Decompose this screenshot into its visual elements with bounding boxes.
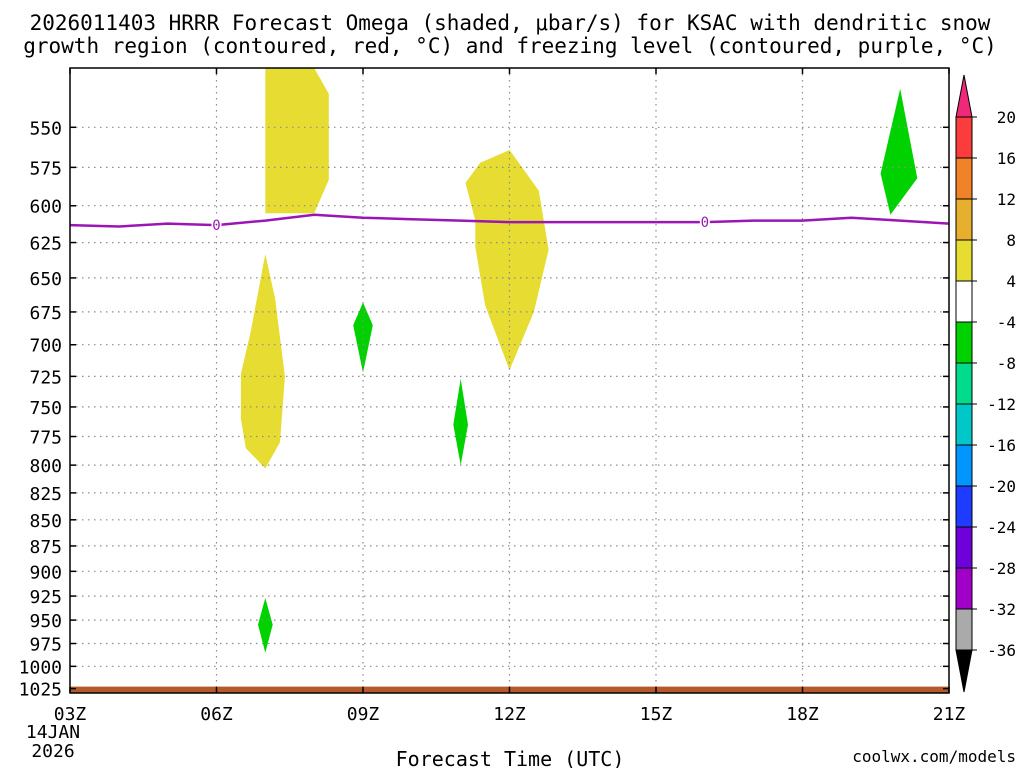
x-tick-label: 06Z bbox=[200, 704, 233, 725]
colorbar-segment bbox=[955, 526, 973, 569]
colorbar-label: 20 bbox=[997, 108, 1016, 127]
colorbar-label: -4 bbox=[997, 313, 1016, 332]
colorbar-label: -28 bbox=[987, 559, 1016, 578]
colorbar-label: 8 bbox=[1006, 231, 1016, 250]
colorbar-segment bbox=[955, 116, 973, 159]
colorbar-segment bbox=[955, 157, 973, 200]
x-tick-label: 21Z bbox=[933, 704, 966, 725]
x-tick-label: 09Z bbox=[347, 704, 380, 725]
colorbar-label: -8 bbox=[997, 354, 1016, 373]
chart-title-line-2: growth region (contoured, red, °C) and f… bbox=[23, 34, 997, 58]
y-tick-label: 600 bbox=[29, 197, 62, 218]
y-tick-label: 800 bbox=[29, 456, 62, 477]
freezing-label-bg bbox=[699, 214, 710, 231]
colorbar-under-arrow bbox=[955, 649, 973, 693]
omega-region-5 bbox=[453, 378, 468, 466]
x-tick-label: 12Z bbox=[493, 704, 526, 725]
colorbar-segment bbox=[955, 239, 973, 282]
y-tick-label: 825 bbox=[29, 484, 62, 505]
colorbar-label: -20 bbox=[987, 477, 1016, 496]
y-tick-label: 975 bbox=[29, 635, 62, 656]
colorbar-segment bbox=[955, 444, 973, 487]
colorbar-label: 16 bbox=[997, 149, 1016, 168]
freezing-level-label: 0 bbox=[212, 218, 220, 234]
x-date-label-year: 2026 bbox=[31, 741, 74, 762]
y-axis-ticks: 550 575 600 625 650 675 700 725 750 775 800 825 850 8… bbox=[19, 118, 949, 701]
omega-region-2 bbox=[465, 150, 549, 371]
x-axis-title: Forecast Time (UTC) bbox=[396, 747, 625, 768]
x-date-label-day: 14JAN bbox=[26, 722, 80, 743]
omega-region-6 bbox=[258, 598, 273, 653]
colorbar-label: -16 bbox=[987, 436, 1016, 455]
y-tick-label: 1025 bbox=[19, 680, 62, 701]
colorbar-segment bbox=[955, 403, 973, 446]
colorbar-label: 4 bbox=[1006, 272, 1016, 291]
y-tick-label: 725 bbox=[29, 367, 62, 388]
colorbar: -36 -32 -28 -24 -20 -16 -12 -8 -4 4 8 12 16 20 bbox=[955, 74, 1016, 693]
colorbar-label: -24 bbox=[987, 518, 1016, 537]
freezing-level-label: 0 bbox=[701, 215, 709, 231]
colorbar-label: -36 bbox=[987, 641, 1016, 660]
colorbar-segment bbox=[955, 608, 973, 651]
x-tick-label: 15Z bbox=[640, 704, 673, 725]
omega-shading bbox=[240, 68, 918, 653]
y-tick-label: 650 bbox=[29, 269, 62, 290]
colorbar-segment bbox=[955, 321, 973, 364]
y-tick-label: 625 bbox=[29, 234, 62, 255]
y-tick-label: 575 bbox=[29, 158, 62, 179]
y-tick-label: 1000 bbox=[19, 657, 62, 678]
colorbar-label: 12 bbox=[997, 190, 1016, 209]
y-tick-label: 775 bbox=[29, 428, 62, 449]
y-tick-label: 550 bbox=[29, 118, 62, 139]
x-tick-label: 18Z bbox=[786, 704, 819, 725]
colorbar-segment bbox=[955, 362, 973, 405]
colorbar-segment bbox=[955, 485, 973, 528]
colorbar-segment bbox=[955, 567, 973, 610]
colorbar-over-arrow bbox=[955, 74, 973, 118]
x-axis-ticks: 03Z 06Z 09Z 12Z 15Z 18Z 21Z bbox=[54, 68, 966, 725]
y-tick-label: 750 bbox=[29, 398, 62, 419]
credit-link[interactable]: coolwx.com/models bbox=[852, 747, 1016, 766]
omega-region-4 bbox=[353, 302, 373, 373]
freezing-label-bg bbox=[211, 217, 222, 234]
colorbar-segment bbox=[955, 280, 973, 323]
omega-region-1 bbox=[265, 68, 329, 214]
omega-region-3 bbox=[240, 254, 285, 469]
y-tick-label: 900 bbox=[29, 562, 62, 583]
y-tick-label: 925 bbox=[29, 587, 62, 608]
chart-title-line-1: 2026011403 HRRR Forecast Omega (shaded, … bbox=[30, 11, 991, 35]
colorbar-label: -12 bbox=[987, 395, 1016, 414]
y-tick-label: 875 bbox=[29, 537, 62, 558]
y-tick-label: 850 bbox=[29, 511, 62, 532]
omega-region-7 bbox=[880, 88, 918, 215]
grid-lines bbox=[70, 68, 949, 693]
x-tick-label: 03Z bbox=[54, 704, 87, 725]
y-tick-label: 700 bbox=[29, 336, 62, 357]
colorbar-label: -32 bbox=[987, 600, 1016, 619]
y-tick-label: 950 bbox=[29, 611, 62, 632]
colorbar-segment bbox=[955, 198, 973, 241]
y-tick-label: 675 bbox=[29, 303, 62, 324]
